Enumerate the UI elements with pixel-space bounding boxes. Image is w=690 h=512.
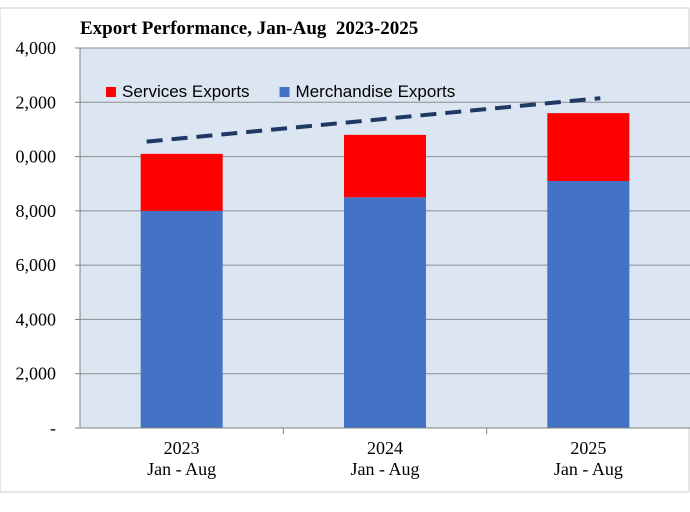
bar-merchandise-exports: [547, 181, 630, 428]
trendline: [146, 96, 601, 144]
x-tick-label-year: 2024: [367, 438, 403, 458]
bars: [140, 113, 630, 428]
y-tick-label: 2,000: [16, 364, 57, 384]
y-tick-label: -: [50, 418, 56, 438]
axes: [75, 47, 690, 434]
y-tick-label: 4,000: [16, 309, 57, 329]
legend: Services Exports Merchandise Exports: [106, 82, 455, 101]
y-axis-tick-labels: - 2,000 4,000 6,000 8,000 0,000 2,000 4,000: [16, 38, 57, 438]
bar-services-exports: [140, 153, 223, 211]
y-tick-label: 4,000: [16, 38, 57, 58]
legend-label: Merchandise Exports: [296, 82, 456, 101]
legend-swatch: [106, 87, 116, 97]
x-tick-label-period: Jan - Aug: [351, 459, 420, 479]
y-tick-label: 6,000: [16, 255, 57, 275]
chart-title: Export Performance, Jan-Aug 2023-2025: [80, 18, 419, 39]
x-tick-label-period: Jan - Aug: [554, 459, 623, 479]
bar-merchandise-exports: [344, 197, 426, 428]
y-tick-label: 2,000: [16, 92, 57, 112]
x-tick-label-period: Jan - Aug: [147, 459, 216, 479]
bar-services-exports: [344, 134, 426, 198]
legend-swatch: [279, 87, 290, 97]
x-tick-label-year: 2025: [570, 438, 606, 458]
bar-services-exports: [547, 113, 630, 181]
trendline-dashed: [146, 96, 601, 144]
x-tick-label-year: 2023: [164, 438, 200, 458]
y-tick-label: 8,000: [16, 201, 57, 221]
bar-merchandise-exports: [140, 210, 223, 428]
y-tick-label: 0,000: [16, 147, 57, 167]
legend-label: Services Exports: [122, 82, 250, 101]
